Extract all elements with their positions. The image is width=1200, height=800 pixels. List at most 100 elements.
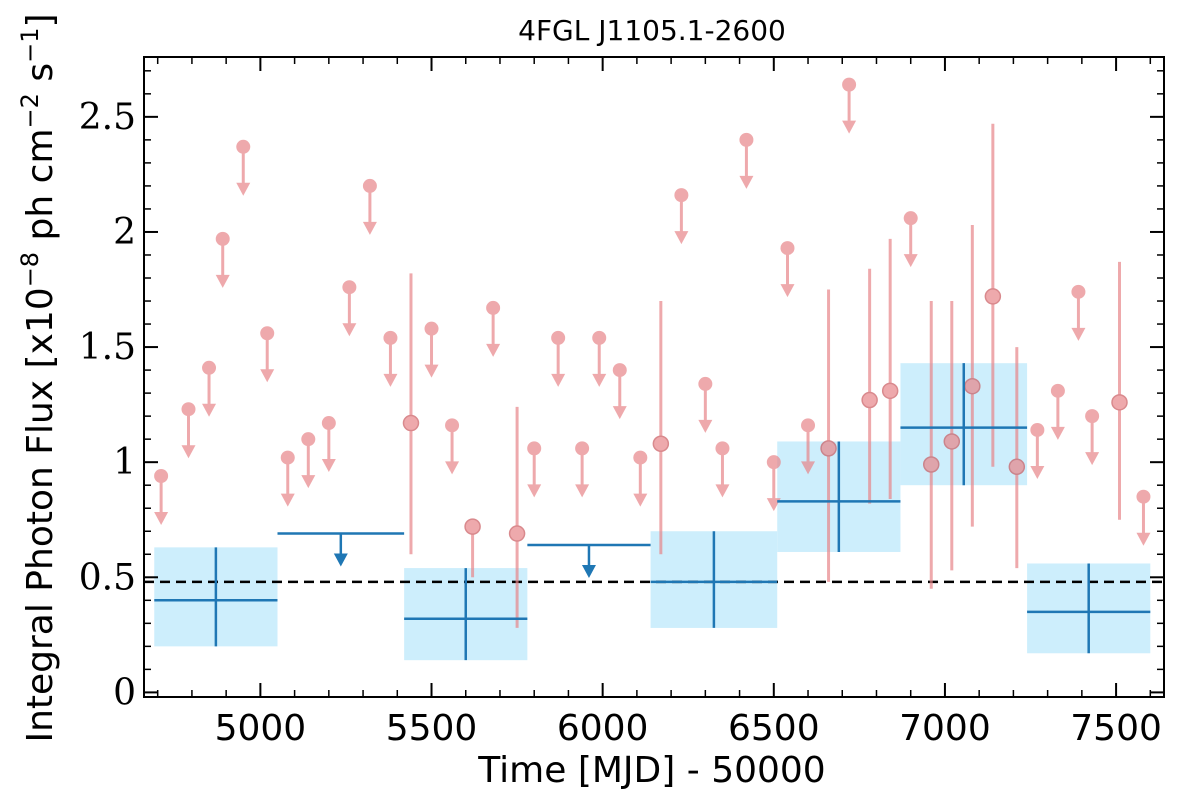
upper-limit-point bbox=[551, 330, 566, 345]
upper-limit-arrow-head bbox=[215, 274, 230, 288]
y-tick-label: 1 bbox=[113, 442, 136, 483]
upper-limit-point bbox=[527, 441, 542, 456]
upper-limit-point bbox=[612, 363, 627, 378]
upper-limit-point bbox=[801, 418, 816, 433]
short-bin-detection bbox=[861, 268, 878, 504]
upper-limit-point bbox=[1136, 489, 1151, 504]
long-bin-upper-limit bbox=[277, 532, 405, 567]
upper-limit-point bbox=[739, 132, 754, 147]
y-tick-label: 2 bbox=[113, 212, 136, 253]
upper-limit-arrow-head bbox=[674, 231, 689, 245]
short-bin-detection bbox=[943, 301, 961, 571]
detection-point bbox=[922, 456, 940, 473]
short-bin-upper-limit bbox=[383, 330, 398, 387]
long-bin-marks bbox=[154, 363, 1151, 661]
short-bin-upper-limit bbox=[1050, 383, 1065, 440]
detection-point bbox=[820, 440, 837, 457]
short-bin-upper-limit bbox=[154, 468, 169, 525]
detection-point bbox=[652, 435, 670, 453]
upper-limit-arrow-head bbox=[260, 369, 275, 383]
upper-limit-arrow-head bbox=[1071, 327, 1086, 341]
long-bin-upper-limit bbox=[527, 543, 651, 579]
upper-limit-arrow-head bbox=[445, 461, 460, 475]
upper-limit-arrow-head bbox=[575, 484, 590, 498]
plot-area bbox=[144, 77, 1164, 661]
upper-limit-arrow-head bbox=[592, 373, 607, 387]
upper-limit-point bbox=[445, 418, 460, 433]
upper-limit-arrow-head bbox=[1136, 532, 1151, 546]
upper-limit-point bbox=[842, 77, 857, 92]
y-axis-title-part2: ph cm bbox=[20, 128, 61, 251]
short-bin-upper-limit bbox=[445, 418, 460, 475]
short-bin-upper-limit bbox=[301, 432, 316, 489]
long-bin-detection bbox=[900, 363, 1028, 486]
y-tick-label: 0.5 bbox=[79, 557, 136, 598]
detection-point bbox=[402, 414, 420, 432]
upper-limit-point bbox=[1050, 383, 1065, 398]
detection-point bbox=[943, 433, 961, 450]
upper-limit-point bbox=[215, 231, 230, 246]
x-axis-ticks: 5000 5500 6000 6500 7000 7500 bbox=[156, 57, 1162, 749]
short-bin-upper-limit bbox=[181, 402, 196, 459]
short-bin-upper-limit bbox=[1085, 409, 1100, 466]
short-bin-upper-limit bbox=[280, 450, 295, 507]
upper-limit-point bbox=[1071, 284, 1086, 299]
upper-limit-point bbox=[633, 450, 648, 465]
upper-limit-arrow-head bbox=[202, 403, 217, 417]
upper-limit-arrow-head bbox=[321, 459, 336, 473]
short-bin-upper-limit bbox=[1030, 422, 1045, 479]
upper-limit-arrow-head bbox=[424, 364, 439, 378]
short-bin-upper-limit bbox=[260, 326, 275, 383]
upper-limit-point bbox=[321, 416, 336, 431]
upper-limit-arrow-head bbox=[633, 493, 648, 507]
short-bin-detection bbox=[881, 238, 899, 500]
short-bin-detection bbox=[820, 289, 837, 582]
upper-limit-arrow-head bbox=[362, 221, 377, 235]
short-bin-detection bbox=[652, 301, 670, 555]
upper-limit-point bbox=[903, 211, 918, 226]
short-bin-upper-limit bbox=[612, 363, 627, 420]
short-bin-upper-limit bbox=[780, 241, 795, 298]
short-bin-upper-limit bbox=[342, 280, 357, 337]
upper-limit-arrow-head bbox=[301, 475, 316, 489]
upper-limit-arrow-head bbox=[551, 373, 566, 387]
upper-limit-point bbox=[715, 441, 730, 456]
short-bin-upper-limit bbox=[236, 139, 251, 196]
long-bin-detection bbox=[154, 547, 278, 647]
short-bin-detection bbox=[508, 406, 526, 628]
upper-limit-point bbox=[592, 330, 607, 345]
y-axis-title-part1: Integral Photon Flux [x10 bbox=[20, 287, 61, 742]
upper-limit-point bbox=[383, 330, 398, 345]
short-bin-upper-limits bbox=[154, 77, 1151, 546]
upper-limit-arrow-head bbox=[739, 175, 754, 189]
short-bin-upper-limit bbox=[321, 416, 336, 473]
y-axis-title: Integral Photon Flux [x10−8 ph cm−2 s−1] bbox=[16, 13, 61, 742]
short-bin-detection bbox=[1008, 347, 1026, 569]
short-bin-upper-limit bbox=[903, 211, 918, 268]
short-bin-upper-limit bbox=[801, 418, 816, 475]
upper-limit-arrow-head bbox=[801, 461, 816, 475]
upper-limit-point bbox=[154, 468, 169, 483]
y-axis-title-exp3: −1 bbox=[16, 28, 44, 63]
x-tick-label: 5500 bbox=[386, 708, 478, 749]
short-bin-upper-limit bbox=[715, 441, 730, 498]
y-axis-ticks: 0 0.5 1 1.5 2 2.5 bbox=[79, 70, 1164, 713]
long-bin-detection bbox=[404, 568, 528, 661]
upper-limit-arrow-head bbox=[612, 406, 627, 420]
upper-limit-arrow-head bbox=[280, 493, 295, 507]
long-bin-detection bbox=[650, 531, 778, 628]
upper-limit-arrow-head bbox=[1030, 465, 1045, 479]
detection-point bbox=[464, 518, 481, 535]
long-bin-upper-limit-arrow-head bbox=[333, 553, 348, 567]
y-tick-label: 1.5 bbox=[79, 327, 136, 368]
detection-point bbox=[508, 525, 526, 542]
y-axis-title-exp1: −8 bbox=[16, 252, 44, 287]
upper-limit-point bbox=[342, 280, 357, 295]
detection-point bbox=[881, 382, 899, 400]
detection-point bbox=[861, 391, 878, 409]
upper-limit-arrow-head bbox=[780, 284, 795, 298]
short-bin-detection bbox=[402, 273, 420, 555]
short-bin-detections bbox=[402, 123, 1128, 628]
y-tick-label: 0 bbox=[113, 672, 136, 713]
